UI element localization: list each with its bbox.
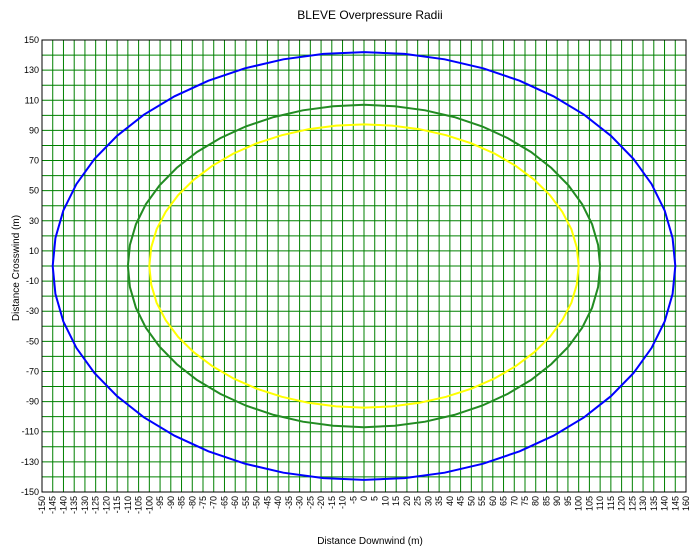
y-tick-label: -30	[26, 306, 39, 316]
y-tick-label: -90	[26, 397, 39, 407]
x-tick-label: -85	[177, 496, 187, 509]
x-tick-label: -115	[112, 496, 122, 513]
x-tick-label: -135	[69, 496, 79, 514]
y-tick-label: -10	[26, 276, 39, 286]
x-tick-label: 45	[456, 496, 466, 506]
x-tick-label: 50	[466, 496, 476, 506]
y-tick-label: 150	[24, 35, 39, 45]
x-tick-label: -55	[241, 496, 251, 509]
x-tick-label: 40	[445, 496, 455, 506]
y-tick-label: 90	[29, 125, 39, 135]
x-tick-label: -65	[219, 496, 229, 509]
x-tick-label: -15	[327, 496, 337, 509]
x-tick-label: -30	[295, 496, 305, 509]
y-tick-label: 130	[24, 65, 39, 75]
grid	[41, 39, 687, 493]
x-axis-title: Distance Downwind (m)	[317, 536, 423, 547]
x-tick-label: 145	[670, 496, 680, 511]
x-tick-label: 10	[380, 496, 390, 506]
y-tick-label: -110	[22, 427, 39, 437]
y-tick-label: 110	[25, 95, 39, 105]
plot-frame	[41, 39, 687, 493]
x-tick-label: 65	[499, 496, 509, 506]
x-tick-label: -5	[348, 496, 358, 504]
x-tick-label: 135	[649, 496, 659, 511]
y-tick-label: -150	[21, 487, 39, 497]
y-tick-label: 70	[29, 156, 39, 166]
x-tick-label: -125	[91, 496, 101, 514]
y-tick-label: -70	[26, 366, 39, 376]
x-tick-label: 25	[413, 496, 423, 506]
x-tick-label: -90	[166, 496, 176, 509]
x-tick-label: 15	[391, 496, 401, 506]
x-tick-label: -110	[123, 496, 133, 513]
x-tick-label: -140	[58, 496, 68, 514]
x-tick-label: -75	[198, 496, 208, 509]
x-tick-label: -70	[209, 496, 219, 509]
x-tick-label: 30	[423, 496, 433, 506]
y-tick-labels: 150 130 110 90 70 50 30 10 -10 -30 -50 -70 -90 -110 -1…	[21, 35, 39, 497]
x-tick-label: -150	[37, 496, 47, 514]
series-line-1	[51, 51, 677, 481]
x-tick-label: 0	[359, 496, 369, 501]
x-tick-label: 35	[434, 496, 444, 506]
x-tick-label: 160	[681, 496, 691, 511]
x-tick-label: -120	[101, 496, 111, 514]
x-tick-label: 60	[488, 496, 498, 506]
x-tick-label: -50	[252, 496, 262, 509]
x-tick-label: -95	[155, 496, 165, 509]
x-tick-label: 5	[370, 496, 380, 501]
y-tick-label: 10	[29, 246, 39, 256]
x-tick-label: -145	[48, 496, 58, 514]
x-tick-label: 140	[660, 496, 670, 511]
series-line-2	[126, 103, 602, 429]
x-tick-label: -130	[80, 496, 90, 514]
x-tick-label: 105	[584, 496, 594, 511]
x-tick-label: 70	[509, 496, 519, 506]
x-tick-label: -35	[284, 496, 294, 509]
y-tick-label: -50	[26, 336, 39, 346]
x-tick-label: 20	[402, 496, 412, 506]
x-tick-label: 110	[595, 496, 605, 510]
x-tick-label: 115	[606, 496, 616, 510]
x-tick-labels: -150 -145 -140 -135 -130 -125 -120 -115 -110 -105…	[37, 496, 691, 514]
x-tick-label: -105	[134, 496, 144, 514]
series-line-3	[148, 123, 580, 409]
x-tick-label: -25	[305, 496, 315, 509]
x-tick-label: 120	[617, 496, 627, 511]
x-tick-label: -60	[230, 496, 240, 509]
x-tick-label: -100	[144, 496, 154, 514]
x-tick-label: 125	[627, 496, 637, 511]
y-tick-label: 30	[29, 216, 39, 226]
x-tick-label: -80	[187, 496, 197, 509]
x-tick-label: 130	[638, 496, 648, 511]
x-tick-label: 90	[552, 496, 562, 506]
y-axis-title: Distance Crosswind (m)	[11, 215, 22, 321]
x-tick-label: -20	[316, 496, 326, 509]
x-tick-label: 100	[574, 496, 584, 511]
x-tick-label: 95	[563, 496, 573, 506]
x-tick-label: -40	[273, 496, 283, 509]
x-tick-label: 80	[531, 496, 541, 506]
y-tick-label: -130	[21, 457, 39, 467]
x-tick-label: -45	[262, 496, 272, 509]
x-tick-label: 85	[541, 496, 551, 506]
x-tick-label: 75	[520, 496, 530, 506]
y-tick-label: 50	[29, 186, 39, 196]
series-layer	[51, 51, 677, 481]
x-tick-label: -10	[338, 496, 348, 509]
chart-title: BLEVE Overpressure Radii	[297, 8, 442, 22]
x-tick-label: 55	[477, 496, 487, 506]
